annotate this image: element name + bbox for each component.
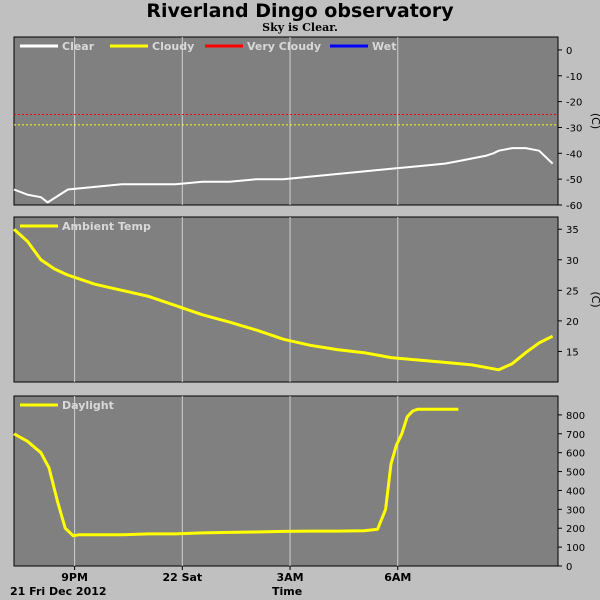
y-tick-label: 35 xyxy=(566,225,579,236)
x-tick-label: 3AM xyxy=(276,571,303,584)
y-tick-label: -60 xyxy=(566,201,582,212)
y-axis-label: (C) xyxy=(589,113,600,129)
y-tick-label: 300 xyxy=(566,505,585,516)
y-tick-label: 20 xyxy=(566,317,579,328)
y-tick-label: 25 xyxy=(566,286,579,297)
y-tick-label: 30 xyxy=(566,256,579,267)
y-tick-label: -10 xyxy=(566,72,582,83)
plot-area xyxy=(13,36,559,206)
legend-label-very-cloudy: Very Cloudy xyxy=(247,40,321,53)
series-line-daylight xyxy=(13,407,459,538)
y-tick-label: -30 xyxy=(566,123,582,134)
chart-panel-daylight: 0 100 200 300 400 500 600 700 800 Daylight xyxy=(13,395,585,573)
legend-label-ambient-temp: Ambient Temp xyxy=(62,220,151,233)
y-tick-label: 700 xyxy=(566,430,585,441)
legend-label-cloudy: Cloudy xyxy=(152,40,194,53)
legend-label-wet: Wet xyxy=(372,40,396,53)
y-tick-label: 15 xyxy=(566,347,579,358)
y-tick-label: -40 xyxy=(566,149,582,160)
y-tick-label: 100 xyxy=(566,543,585,554)
x-axis-title: Time xyxy=(272,585,303,598)
chart-panel-ambient: 15 20 25 30 35 (C) Ambient Temp xyxy=(12,216,600,383)
y-tick-label: 0 xyxy=(566,46,572,57)
y-tick-label: 600 xyxy=(566,449,585,460)
y-tick-label: 400 xyxy=(566,486,585,497)
y-tick-label: 500 xyxy=(566,468,585,479)
y-tick-label: -50 xyxy=(566,175,582,186)
y-tick-label: 0 xyxy=(566,562,572,573)
page-title: Riverland Dingo observatory xyxy=(146,0,454,22)
y-tick-label: -20 xyxy=(566,98,582,109)
plot-area xyxy=(13,395,559,567)
y-axis-label: (C) xyxy=(589,291,600,307)
y-tick-label: 200 xyxy=(566,524,585,535)
legend-label-daylight: Daylight xyxy=(62,399,114,412)
plot-area xyxy=(13,216,559,383)
date-label: 21 Fri Dec 2012 xyxy=(10,585,107,598)
chart-panel-sky: 0 -10 -20 -30 -40 -50 -60 (C) Clear Cloudy Very Cl… xyxy=(13,36,600,212)
x-tick-label: 9PM xyxy=(61,571,88,584)
x-tick-label: 6AM xyxy=(384,571,411,584)
series-line-ambient-temp xyxy=(12,228,554,372)
x-tick-label: 22 Sat xyxy=(162,571,202,584)
sky-status-subtitle: Sky is Clear. xyxy=(262,21,338,34)
y-tick-label: 800 xyxy=(566,411,585,422)
series-line-clear xyxy=(13,147,554,204)
legend-label-clear: Clear xyxy=(62,40,95,53)
